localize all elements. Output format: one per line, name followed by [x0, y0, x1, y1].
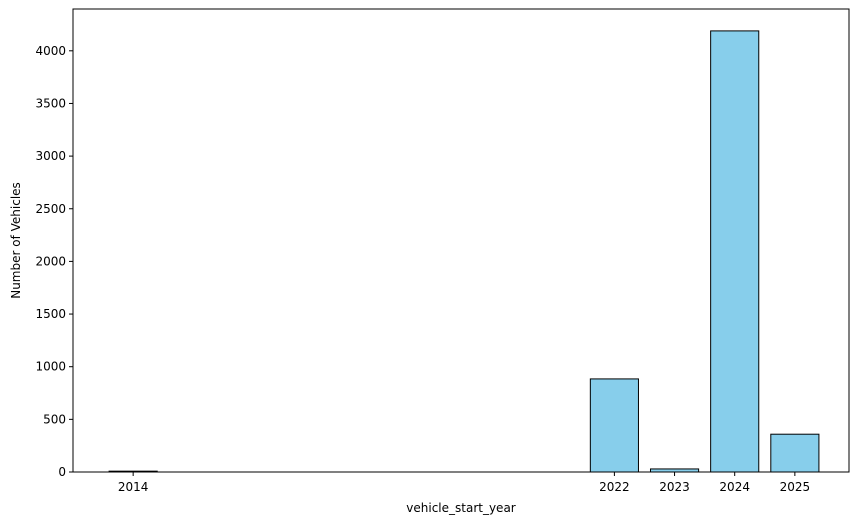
y-tick-label: 3000	[35, 149, 66, 163]
y-tick-label: 1000	[35, 360, 66, 374]
bars-layer	[108, 30, 820, 473]
axes-layer	[72, 8, 850, 473]
x-axis-ticks: 2014 2022 2023 2024 2025	[118, 472, 810, 494]
x-tick-label: 2022	[599, 480, 630, 494]
bar-2024	[710, 30, 760, 473]
x-tick-label: 2025	[780, 480, 811, 494]
y-axis-ticks: 0 500 1000 1500 2000 2500 3000 3500 4000	[35, 44, 73, 479]
plot-frame	[72, 8, 850, 473]
y-tick-label: 0	[58, 465, 66, 479]
y-tick-label: 3500	[35, 96, 66, 110]
y-tick-label: 4000	[35, 44, 66, 58]
x-tick-label: 2024	[719, 480, 750, 494]
y-tick-label: 2000	[35, 254, 66, 268]
y-tick-label: 1500	[35, 307, 66, 321]
x-tick-label: 2014	[118, 480, 149, 494]
bar-2025	[770, 433, 820, 473]
y-tick-label: 500	[43, 412, 66, 426]
y-tick-label: 2500	[35, 202, 66, 216]
x-axis-label: vehicle_start_year	[406, 501, 516, 515]
y-axis-label: Number of Vehicles	[9, 182, 23, 299]
x-tick-label: 2023	[659, 480, 690, 494]
bar-2022	[589, 378, 639, 473]
